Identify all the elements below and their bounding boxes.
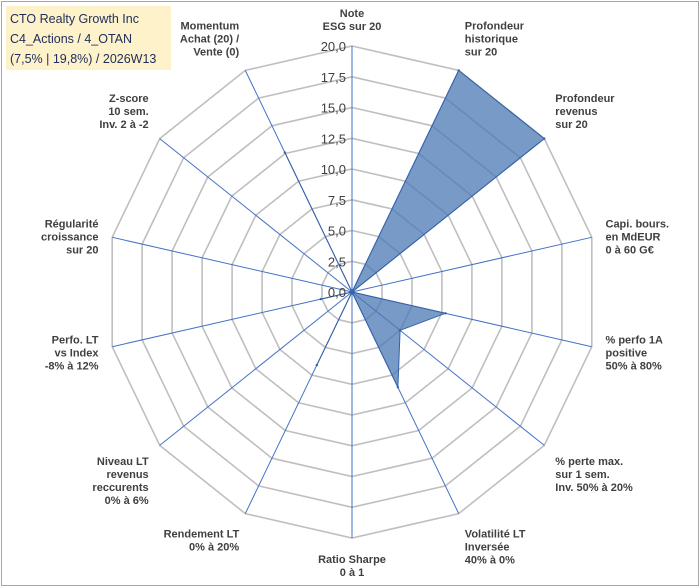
axis-label-11-line-1: croissance	[41, 232, 98, 244]
axis-label-12-line-0: Z-score	[109, 93, 149, 105]
axis-label-8-line-0: Rendement LT	[164, 528, 240, 540]
tick-label-5: 12,5	[321, 131, 346, 146]
axis-label-4-line-1: positive	[606, 347, 648, 359]
axis-label-2-line-1: revenus	[555, 106, 597, 118]
axis-label-4-line-2: 50% à 80%	[606, 360, 662, 372]
axis-label-4: % perfo 1A positive 50% à 80%	[606, 334, 664, 372]
tick-label-7: 17,5	[321, 70, 346, 85]
data-point-13	[283, 151, 286, 154]
axis-label-2-line-2: sur 20	[555, 119, 587, 131]
axis-label-1-line-0: Profondeur	[465, 21, 525, 33]
axis-label-9: Niveau LT revenus reccurents 0% à 6%	[92, 456, 149, 507]
axis-label-9-line-0: Niveau LT	[97, 456, 149, 468]
axis-spoke-10	[112, 291, 353, 348]
axis-label-3-line-1: en MdEUR	[606, 232, 661, 244]
data-point-10	[319, 297, 322, 301]
data-point-12	[350, 290, 354, 294]
axis-spoke-9	[159, 291, 353, 446]
axis-label-11: Régularité croissance sur 20	[41, 219, 98, 257]
axis-label-2-line-0: Profondeur	[555, 93, 615, 105]
axis-label-6-line-1: Inversée	[465, 541, 510, 553]
axis-label-6-line-2: 40% à 0%	[465, 554, 515, 566]
axis-label-8: Rendement LT 0% à 20%	[164, 528, 240, 553]
axis-label-12-line-1: 10 sem.	[108, 106, 148, 118]
axis-label-9-line-2: reccurents	[92, 482, 148, 494]
axis-label-13-line-2: Vente (0)	[193, 47, 239, 59]
tick-label-6: 15,0	[321, 101, 346, 116]
axis-label-9-line-3: 0% à 6%	[105, 495, 149, 507]
title-category: C4_Actions / 4_OTAN	[10, 32, 133, 46]
data-point-2	[543, 137, 546, 140]
axis-label-5-line-1: sur 1 sem.	[555, 469, 609, 481]
axis-label-1: Profondeur historique sur 20	[465, 21, 525, 59]
axis-label-0-line-0: Note	[340, 8, 364, 20]
title-period: (7,5% | 19,8%) / 2026W13	[10, 52, 157, 66]
axis-label-12: Z-score 10 sem. Inv. 2 à -2	[99, 93, 148, 131]
axis-label-10-line-1: vs Index	[54, 347, 99, 359]
data-point-1	[457, 69, 460, 72]
axis-label-3-line-2: 0 à 60 G€	[606, 245, 654, 257]
axis-label-0: Note ESG sur 20	[323, 8, 382, 33]
axis-label-6-line-0: Volatilité LT	[465, 528, 526, 540]
data-point-6	[396, 386, 400, 389]
axis-label-7-line-0: Ratio Sharpe	[318, 554, 386, 566]
axis-label-3: Capi. bours. en MdEUR 0 à 60 G€	[606, 219, 670, 257]
axis-label-7-line-1: 0 à 1	[340, 567, 364, 579]
axis-label-11-line-0: Régularité	[45, 219, 99, 231]
axis-label-11-line-2: sur 20	[66, 245, 98, 257]
data-series-area	[284, 69, 546, 388]
data-point-5	[398, 329, 402, 332]
axis-label-13-line-0: Momentum	[181, 21, 240, 33]
axis-label-10-line-0: Perfo. LT	[52, 334, 99, 346]
axis-label-12-line-2: Inv. 2 à -2	[99, 119, 148, 131]
tick-label-3: 7,5	[328, 193, 346, 208]
axis-spoke-12	[159, 138, 353, 293]
data-point-4	[444, 312, 447, 315]
axis-label-5-line-0: % perte max.	[555, 456, 623, 468]
axis-label-1-line-2: sur 20	[465, 47, 497, 59]
axis-spoke-3	[351, 236, 592, 293]
axis-label-6: Volatilité LT Inversée 40% à 0%	[465, 528, 526, 566]
axis-label-0-line-1: ESG sur 20	[323, 21, 382, 33]
data-point-8	[315, 363, 318, 367]
tick-label-1: 2,5	[328, 254, 346, 269]
axis-label-13: Momentum Achat (20) / Vente (0)	[180, 21, 240, 59]
axis-label-5-line-2: Inv. 50% à 20%	[555, 482, 633, 494]
tick-label-0: 0,0	[328, 285, 346, 300]
chart-title-box: CTO Realty Growth Inc C4_Actions / 4_OTA…	[6, 6, 171, 70]
axis-label-2: Profondeur revenus sur 20	[555, 93, 615, 131]
axis-spoke-11	[112, 236, 353, 293]
axis-label-5: % perte max. sur 1 sem. Inv. 50% à 20%	[555, 456, 633, 494]
axis-label-13-line-1: Achat (20) /	[180, 34, 239, 46]
title-company: CTO Realty Growth Inc	[10, 12, 139, 26]
tick-label-4: 10,0	[321, 162, 346, 177]
axis-label-1-line-1: historique	[465, 34, 518, 46]
axis-label-8-line-1: 0% à 20%	[189, 541, 239, 553]
axis-label-10: Perfo. LT vs Index -8% à 12%	[45, 334, 100, 372]
tick-label-8: 20,0	[321, 39, 346, 54]
tick-label-2: 5,0	[328, 224, 346, 239]
axis-label-4-line-0: % perfo 1A	[606, 334, 664, 346]
axis-label-7: Ratio Sharpe 0 à 1	[318, 554, 386, 579]
axis-label-3-line-0: Capi. bours.	[606, 219, 670, 231]
axis-label-9-line-1: revenus	[106, 469, 148, 481]
axis-label-10-line-2: -8% à 12%	[45, 360, 99, 372]
